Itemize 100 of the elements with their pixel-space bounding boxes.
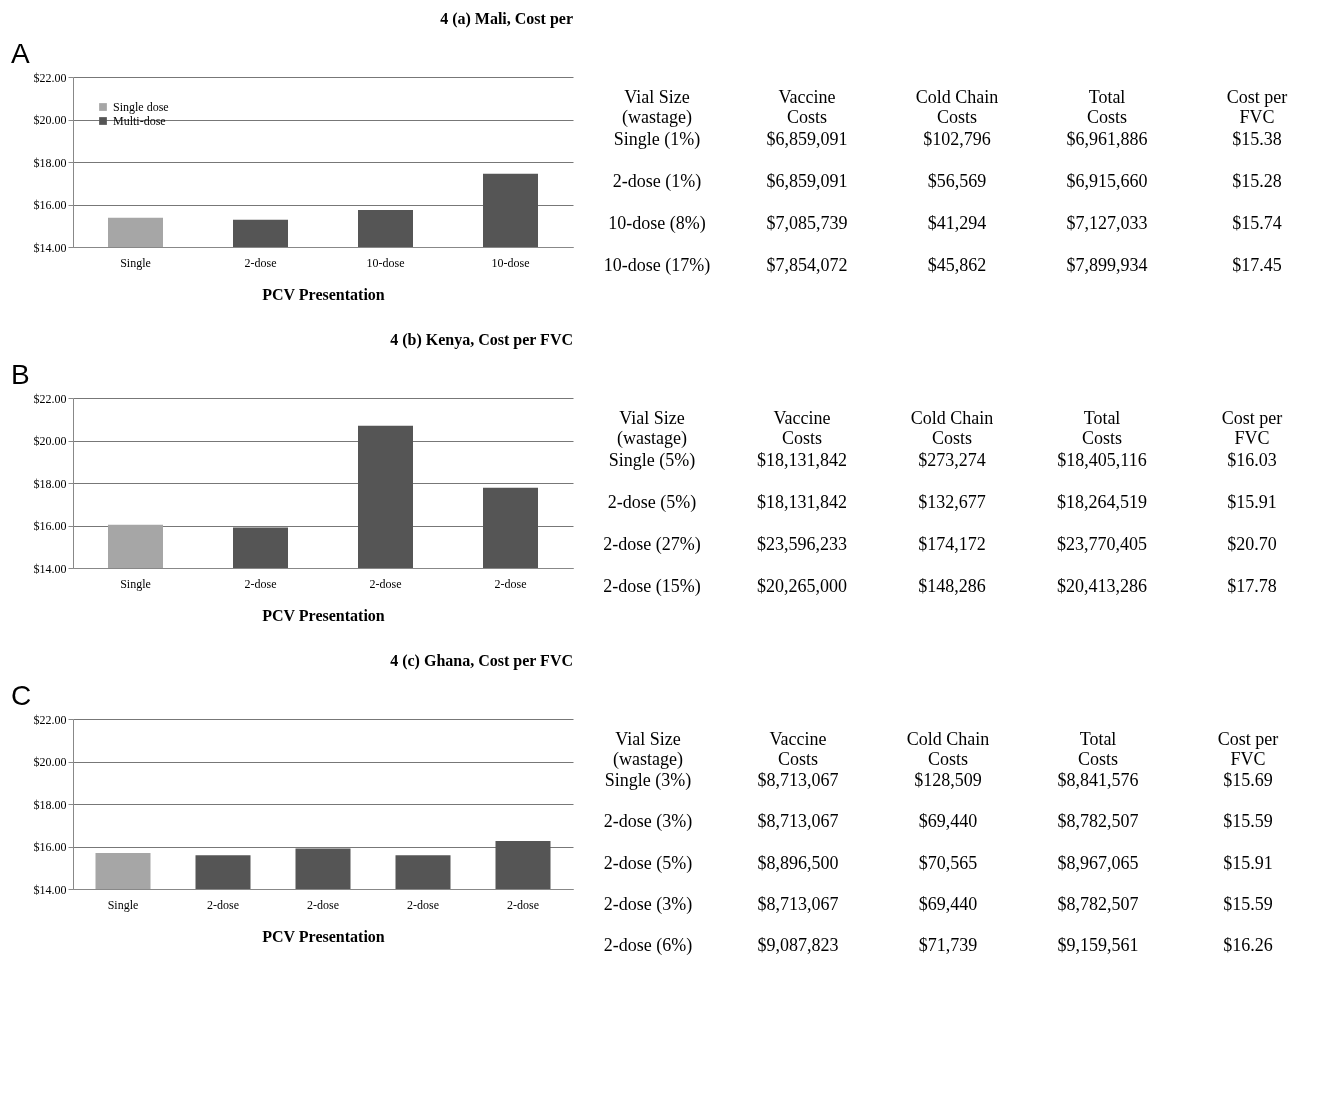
category-label: Vaccine Costs <box>773 408 831 448</box>
text: $56,569 <box>927 171 987 191</box>
text: $8,782,507 <box>1057 811 1139 832</box>
chart-title: 4 (c) Ghana, Cost per FVC <box>390 652 573 670</box>
text: $128,509 <box>914 770 982 790</box>
text: $6,859,091 <box>766 129 848 149</box>
text: $7,899,934 <box>1066 255 1148 275</box>
y-tick-label: $20.00 <box>33 113 67 127</box>
text: B <box>11 359 30 390</box>
text: $8,713,067 <box>757 811 839 832</box>
y-tick-label: $16.00 <box>33 840 67 854</box>
text: $102,796 <box>923 129 991 149</box>
text: $20,265,000 <box>757 576 847 596</box>
text: $23,596,233 <box>757 534 847 554</box>
text: $45,862 <box>927 255 987 275</box>
y-tick-label: $22.00 <box>33 712 67 727</box>
text: $9,159,561 <box>1057 935 1139 956</box>
text: 2-dose (3%) <box>603 811 693 832</box>
text: $15.91 <box>1227 492 1277 512</box>
text: $8,713,067 <box>757 770 839 790</box>
y-tick-label: $14.00 <box>33 561 67 576</box>
y-tick-label: $22.00 <box>33 391 67 406</box>
text: $7,854,072 <box>766 255 848 275</box>
y-tick-label: $20.00 <box>33 755 67 769</box>
x-tick-label: 10-dose <box>491 255 530 270</box>
text: C <box>11 680 32 711</box>
legend-label: Multi-dose <box>113 114 166 128</box>
y-tick-label: $18.00 <box>33 155 67 170</box>
text: $15.91 <box>1223 852 1273 873</box>
x-tick-label: 2-dose <box>507 897 539 912</box>
text: A <box>11 38 30 69</box>
text: Single (5%) <box>608 450 696 470</box>
text: $17.78 <box>1227 576 1277 596</box>
x-tick-label: Single <box>120 576 151 591</box>
text: $15.59 <box>1223 811 1273 832</box>
text: $132,677 <box>918 492 986 512</box>
category-label: Vial Size (wastage) <box>617 408 687 449</box>
text: 2-dose (1%) <box>612 171 702 191</box>
text: 2-dose (15%) <box>603 576 701 596</box>
text: $23,770,405 <box>1057 534 1147 554</box>
text: $17.45 <box>1232 255 1282 275</box>
text: 2-dose (5%) <box>607 492 697 512</box>
chart-title: 4 (a) Mali, Cost per <box>440 10 573 28</box>
category-label: Vial Size (wastage) <box>613 728 683 770</box>
category-label: Total Costs <box>1077 728 1119 769</box>
text: $18,131,842 <box>757 450 847 470</box>
y-tick-label: $14.00 <box>33 240 67 255</box>
text: Single (1%) <box>613 129 701 149</box>
text: 10-dose (17%) <box>603 255 711 275</box>
text: $20.70 <box>1227 534 1277 554</box>
category-label: Cost per FVC <box>1217 728 1279 769</box>
text: $70,565 <box>918 852 978 873</box>
y-tick-label: $20.00 <box>33 434 67 448</box>
text: $148,286 <box>918 576 986 596</box>
text: 2-dose (6%) <box>603 935 693 956</box>
x-tick-label: 2-dose <box>494 576 527 591</box>
category-label: Total Costs <box>1081 408 1123 448</box>
text: $8,782,507 <box>1057 894 1139 914</box>
category-label: Cost per FVC <box>1226 87 1288 127</box>
text: 2-dose (3%) <box>603 894 693 914</box>
x-axis-title: PCV Presentation <box>262 606 385 624</box>
text: $18,264,519 <box>1057 492 1147 512</box>
text: Single (3%) <box>604 770 692 790</box>
text: $15.28 <box>1232 171 1282 191</box>
y-tick-label: $16.00 <box>33 519 67 533</box>
text: $6,915,660 <box>1066 171 1148 191</box>
x-tick-label: Single <box>120 255 151 270</box>
text: $8,841,576 <box>1057 770 1139 790</box>
text: $69,440 <box>918 811 978 832</box>
text: $41,294 <box>927 213 987 233</box>
text: $71,739 <box>918 935 978 956</box>
x-tick-label: 2-dose <box>207 897 239 912</box>
category-label: Vaccine Costs <box>778 87 836 127</box>
x-axis-title: PCV Presentation <box>262 285 385 303</box>
x-tick-label: 10-dose <box>366 255 405 270</box>
y-tick-label: $14.00 <box>33 882 67 897</box>
x-tick-label: 2-dose <box>407 897 439 912</box>
text: $7,085,739 <box>766 213 848 233</box>
text: $8,896,500 <box>757 852 839 873</box>
text: $174,172 <box>918 534 986 554</box>
text: 10-dose (8%) <box>608 213 706 233</box>
y-tick-label: $22.00 <box>33 70 67 85</box>
category-label: Cold Chain Costs <box>906 728 990 769</box>
text: $8,713,067 <box>757 894 839 914</box>
y-tick-label: $18.00 <box>33 476 67 491</box>
y-tick-label: $16.00 <box>33 198 67 212</box>
text: $9,087,823 <box>757 935 839 956</box>
text: $15.38 <box>1232 129 1282 149</box>
text: $15.74 <box>1232 213 1282 233</box>
text: $18,131,842 <box>757 492 847 512</box>
x-axis-title: PCV Presentation <box>262 927 385 945</box>
x-tick-label: 2-dose <box>244 576 277 591</box>
y-tick-label: $18.00 <box>33 797 67 812</box>
category-label: Vial Size (wastage) <box>622 87 692 128</box>
text: $18,405,116 <box>1057 450 1147 470</box>
text: $15.69 <box>1223 770 1273 790</box>
text: $16.26 <box>1223 935 1273 956</box>
text: $8,967,065 <box>1057 852 1139 873</box>
category-label: Vaccine Costs <box>769 728 827 769</box>
category-label: Total Costs <box>1086 87 1128 127</box>
